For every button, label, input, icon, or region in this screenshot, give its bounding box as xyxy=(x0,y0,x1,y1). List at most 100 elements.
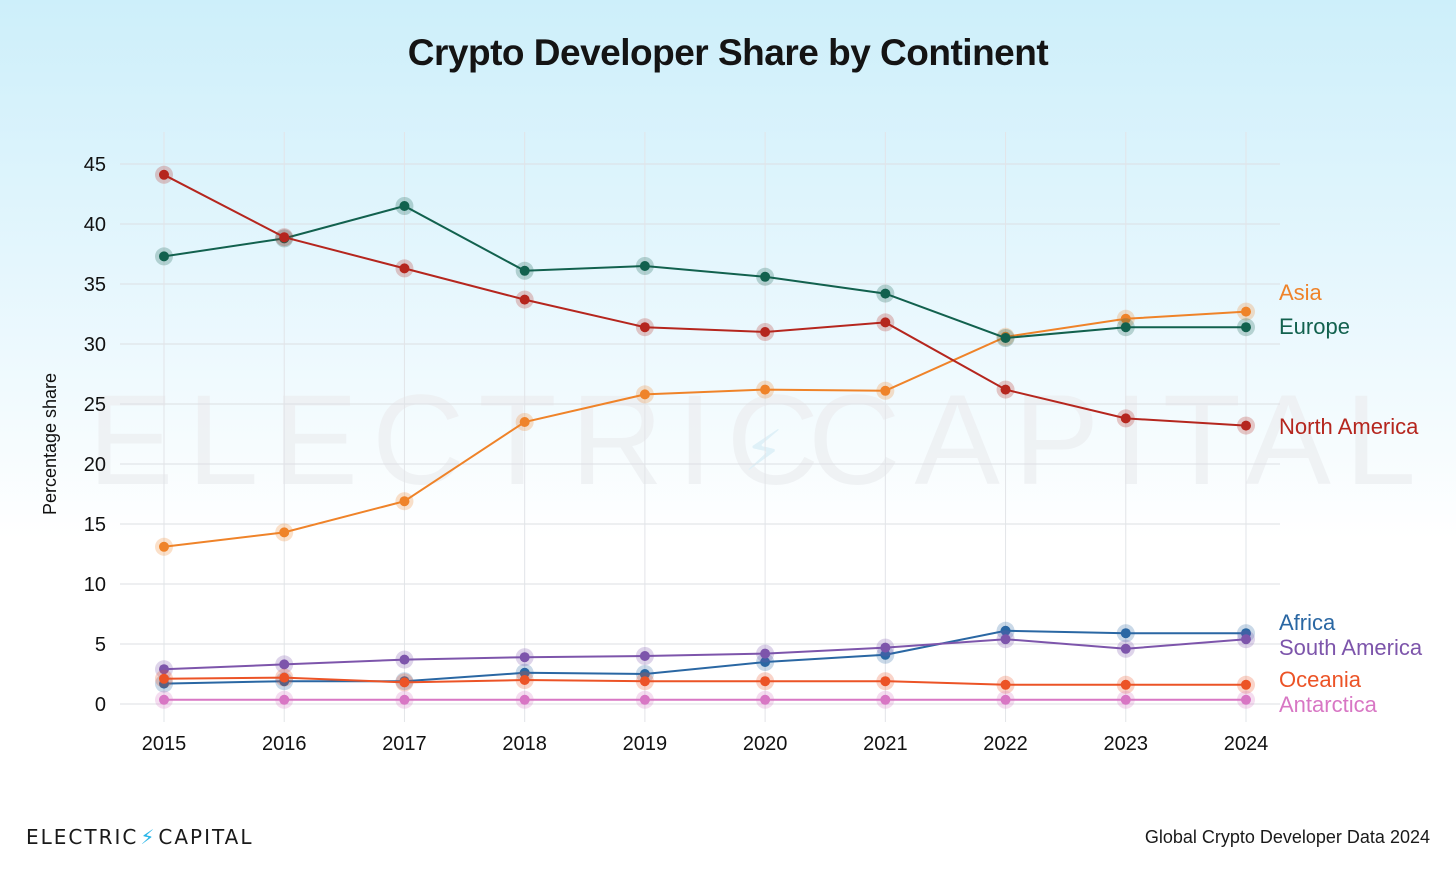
data-point xyxy=(519,675,530,685)
data-point xyxy=(880,649,891,660)
data-point xyxy=(1000,634,1011,645)
series-line-oceania xyxy=(163,676,1246,686)
series-europe xyxy=(155,197,1255,347)
data-point xyxy=(1241,306,1251,317)
series-africa xyxy=(155,621,1255,693)
data-point xyxy=(880,676,891,687)
chart-title: Crypto Developer Share by Continent xyxy=(407,32,1049,73)
data-source: Global Crypto Developer Data 2024 xyxy=(1144,827,1430,847)
data-point xyxy=(1120,322,1131,333)
y-tick-label: 30 xyxy=(84,334,106,356)
x-tick-label: 2017 xyxy=(382,733,427,755)
data-point xyxy=(760,384,771,395)
data-point xyxy=(1241,694,1251,705)
series-oceania xyxy=(155,668,1255,694)
data-point xyxy=(519,694,530,705)
data-point xyxy=(1241,322,1251,333)
series-asia xyxy=(155,302,1255,556)
series-label-asia: Asia xyxy=(1279,280,1323,305)
data-point xyxy=(639,651,650,661)
data-point xyxy=(1120,413,1131,424)
series-line-europe xyxy=(163,204,1246,340)
data-point xyxy=(639,676,650,687)
x-tick-label: 2020 xyxy=(743,733,788,755)
data-point xyxy=(1000,333,1011,343)
data-point xyxy=(880,317,891,328)
data-point xyxy=(279,232,290,243)
x-axis: 2015 2016 2017 2018 2019 2020 2021 2022 2023 2024 xyxy=(142,733,1269,755)
data-point xyxy=(1120,313,1131,324)
x-tick-label: 2021 xyxy=(863,733,908,755)
data-point xyxy=(399,654,410,665)
data-point xyxy=(1241,634,1251,645)
y-tick-label: 35 xyxy=(84,274,106,296)
data-point xyxy=(399,694,410,705)
data-point xyxy=(760,327,771,337)
data-point xyxy=(1000,384,1011,395)
y-tick-label: 20 xyxy=(84,454,106,476)
data-point xyxy=(760,676,771,687)
data-point xyxy=(880,288,891,299)
data-point xyxy=(1241,679,1251,690)
bolt-icon: ⚡ xyxy=(140,825,157,849)
data-point xyxy=(760,657,771,667)
data-point xyxy=(519,652,530,663)
series-line-north-america xyxy=(163,173,1247,427)
y-tick-label: 0 xyxy=(95,694,106,716)
series-north-america xyxy=(155,165,1255,435)
x-tick-label: 2015 xyxy=(142,733,187,755)
data-point xyxy=(159,673,169,684)
data-point xyxy=(880,385,891,396)
data-point xyxy=(760,271,771,282)
data-point xyxy=(399,496,410,507)
series-line-africa xyxy=(163,629,1246,685)
series-line-south-america xyxy=(163,638,1247,671)
data-point xyxy=(760,694,771,705)
data-point xyxy=(519,294,530,305)
series-label-north-america: North America xyxy=(1279,414,1419,439)
data-point xyxy=(519,417,530,427)
y-tick-label: 45 xyxy=(84,154,106,176)
x-tick-label: 2023 xyxy=(1104,733,1149,755)
x-tick-label: 2018 xyxy=(502,733,547,755)
y-tick-label: 25 xyxy=(84,394,106,416)
data-point xyxy=(880,694,891,705)
series-label-europe: Europe xyxy=(1279,314,1350,339)
data-point xyxy=(159,694,169,705)
y-tick-label: 10 xyxy=(84,574,106,596)
data-point xyxy=(1120,694,1131,705)
data-point xyxy=(159,664,169,675)
logo-text-left: ELECTRIC xyxy=(26,825,139,849)
data-point xyxy=(159,169,169,180)
data-point xyxy=(639,322,650,333)
y-tick-label: 5 xyxy=(95,634,106,656)
data-point xyxy=(639,694,650,705)
data-point xyxy=(639,261,650,271)
series-label-south-america: South America xyxy=(1279,635,1423,660)
data-point xyxy=(639,389,650,400)
x-tick-label: 2024 xyxy=(1224,733,1269,755)
watermark-bolt: ⚡ xyxy=(744,419,783,484)
data-point xyxy=(1000,679,1011,690)
series-label-africa: Africa xyxy=(1279,610,1336,635)
y-axis: 0 5 10 15 20 25 30 35 40 45 xyxy=(84,154,106,716)
data-point xyxy=(159,251,169,262)
data-point xyxy=(880,642,891,653)
data-point xyxy=(159,541,169,552)
series-antarctica xyxy=(155,690,1255,709)
series-label-oceania: Oceania xyxy=(1279,667,1362,692)
data-point xyxy=(399,201,410,211)
x-tick-label: 2016 xyxy=(262,733,307,755)
data-point xyxy=(639,669,650,679)
x-tick-label: 2022 xyxy=(983,733,1028,755)
data-point xyxy=(399,677,410,688)
data-point xyxy=(760,648,771,659)
logo-text-right: CAPITAL xyxy=(158,825,254,849)
y-tick-label: 15 xyxy=(84,514,106,536)
electric-capital-logo: ELECTRIC ⚡ CAPITAL xyxy=(26,825,254,849)
data-point xyxy=(1000,625,1011,636)
series-group xyxy=(155,165,1255,709)
series-south-america xyxy=(155,630,1255,679)
